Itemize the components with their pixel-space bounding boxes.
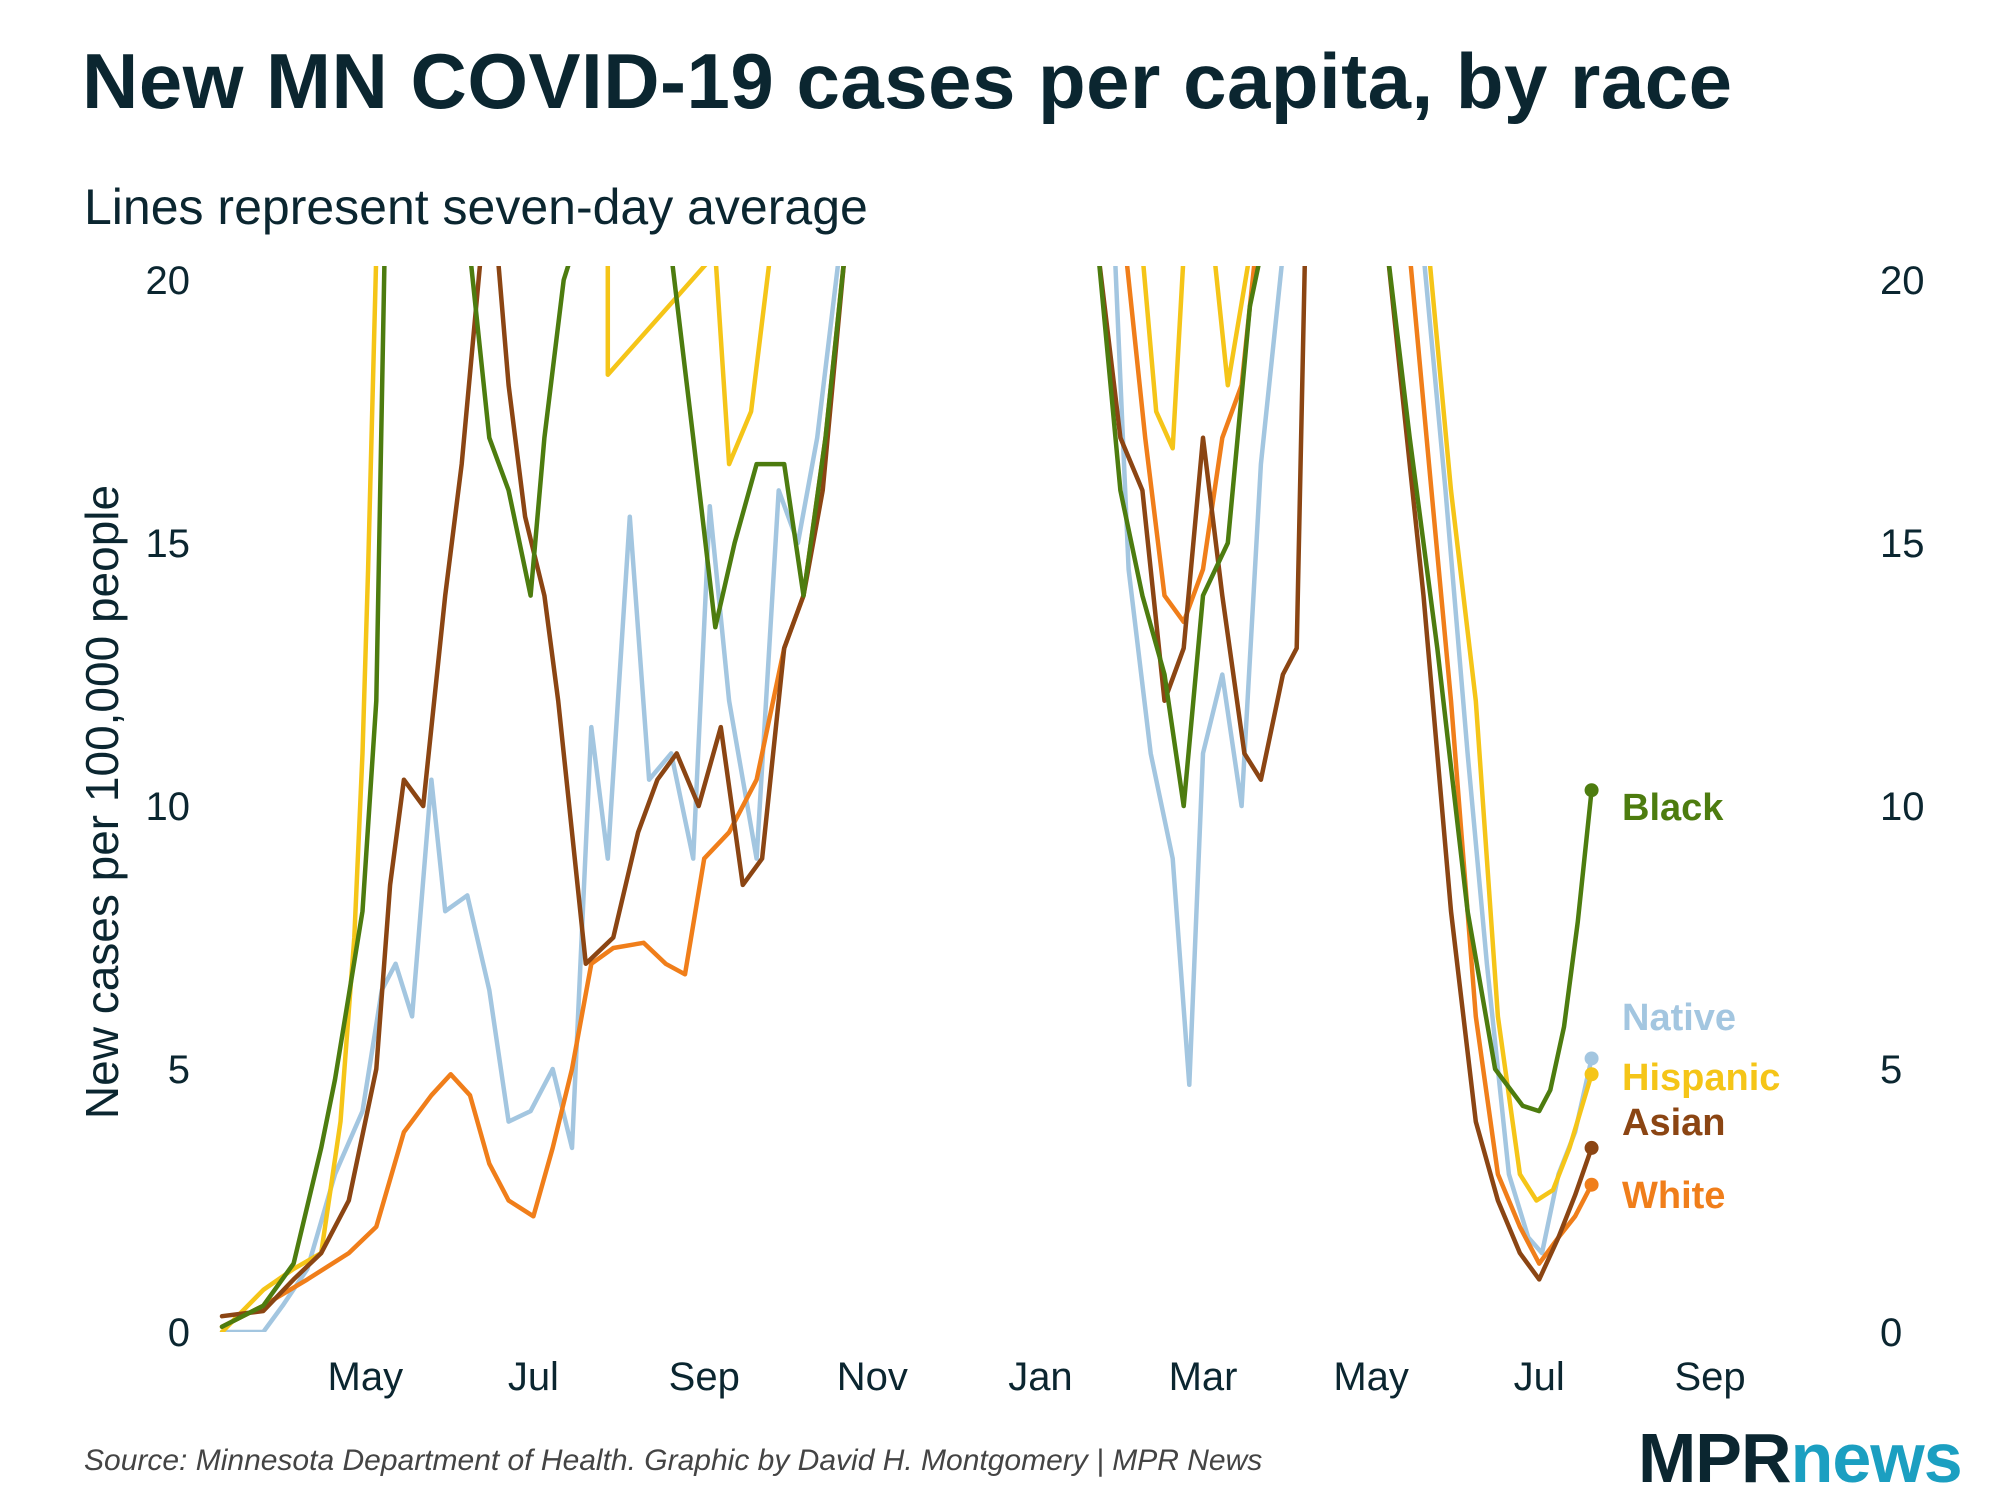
y-tick-label-right: 0 — [1880, 1311, 1902, 1355]
x-tick-label: May — [328, 1355, 404, 1399]
series-label-white: White — [1622, 1175, 1725, 1217]
source-note: Source: Minnesota Department of Health. … — [84, 1444, 1263, 1477]
chart-subtitle: Lines represent seven-day average — [84, 179, 868, 235]
x-axis: May Jul Sep Nov Jan Mar May Jul Sep — [328, 1355, 1746, 1399]
y-tick-label-left: 5 — [168, 1048, 190, 1092]
end-marker-hispanic — [1584, 1067, 1599, 1082]
x-tick-label: May — [1333, 1355, 1409, 1399]
series-line-hispanic — [219, 266, 1594, 1332]
x-tick-label: Mar — [1169, 1355, 1238, 1399]
chart-title: New MN COVID-19 cases per capita, by rac… — [82, 37, 1733, 125]
x-tick-label: Nov — [837, 1355, 908, 1399]
series-label-asian: Asian — [1622, 1102, 1725, 1144]
y-tick-label-left: 15 — [146, 522, 191, 566]
logo-news: news — [1790, 1419, 1963, 1497]
x-tick-label: Sep — [1674, 1355, 1745, 1399]
y-axis-title: New cases per 100,000 people — [76, 485, 128, 1119]
x-tick-label: Jul — [508, 1355, 559, 1399]
series-layer — [219, 266, 1594, 1332]
end-marker-black — [1584, 783, 1599, 798]
series-line-asian — [219, 266, 1594, 1319]
series-label-hispanic: Hispanic — [1622, 1057, 1780, 1099]
x-tick-label: Jan — [1008, 1355, 1073, 1399]
y-axis-left: 0 5 10 15 20 — [146, 259, 191, 1355]
y-tick-label-right: 5 — [1880, 1048, 1902, 1092]
y-tick-label-right: 10 — [1880, 785, 1925, 829]
y-tick-label-right: 20 — [1880, 259, 1925, 303]
series-label-native: Native — [1622, 997, 1736, 1039]
y-tick-label-left: 0 — [168, 1311, 190, 1355]
line-chart: 0 5 10 15 20 0 5 10 15 20 May Jul Sep Nov Jan Mar May J… — [76, 259, 1925, 1399]
mpr-news-logo: MPRnews — [1638, 1418, 1963, 1498]
end-marker-native — [1584, 1051, 1599, 1066]
y-tick-label-left: 10 — [146, 785, 191, 829]
x-tick-label: Jul — [1514, 1355, 1565, 1399]
y-tick-label-left: 20 — [146, 259, 191, 303]
series-label-black: Black — [1622, 787, 1724, 829]
y-axis-right: 0 5 10 15 20 — [1880, 259, 1925, 1355]
end-marker-asian — [1584, 1140, 1599, 1155]
end-marker-white — [1584, 1177, 1599, 1192]
series-line-native — [219, 266, 1594, 1332]
end-markers — [1584, 783, 1599, 1192]
logo-mpr: MPR — [1638, 1419, 1792, 1497]
x-tick-label: Sep — [669, 1355, 740, 1399]
series-line-black — [219, 266, 1594, 1329]
series-line-white — [219, 266, 1594, 1329]
y-tick-label-right: 15 — [1880, 522, 1925, 566]
